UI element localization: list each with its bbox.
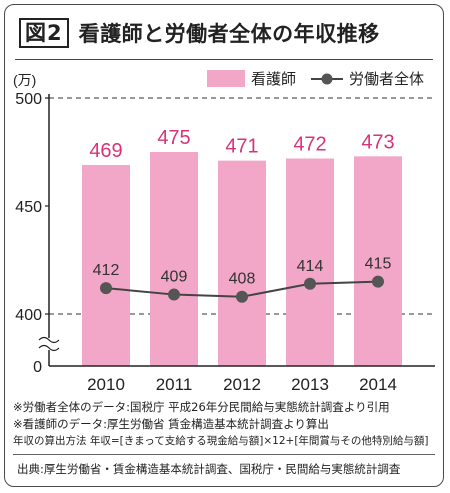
chart: 400 450 500 0 (万) 2010 2011 2012 2013 2014 469 475… — [13, 70, 435, 394]
source-divider — [13, 454, 435, 455]
note-line: 年収の算出方法 年収=[きまって支給する現金給与額]×12+[年間賞与その他特別… — [13, 435, 429, 447]
source-citation: 出典:厚生労働省・賃金構造基本統計調査、国税庁・民間給与実態統計調査 — [17, 462, 401, 476]
line-point — [236, 290, 248, 303]
bar — [82, 164, 130, 366]
axis-break-mark — [38, 344, 60, 352]
legend-bar-swatch — [207, 70, 245, 87]
figure-title: 看護師と労働者全体の年収推移 — [78, 22, 380, 46]
legend-line-label: 労働者全体 — [349, 70, 424, 88]
bar — [354, 156, 402, 366]
figure-frame: 図2 看護師と労働者全体の年収推移 400 450 500 0 (万) 2010 2011 2… — [4, 4, 444, 487]
x-tick-label: 2013 — [291, 375, 329, 394]
x-tick-label: 2014 — [359, 375, 397, 394]
line-point — [100, 282, 112, 295]
title-divider — [15, 59, 433, 60]
x-tick-label: 2011 — [156, 375, 193, 394]
y-baseline-label: 0 — [33, 359, 42, 376]
label-layer: 469 475 471 472 473 412 409 408 414 415 — [89, 127, 394, 288]
note-line: ※労働者全体のデータ:国税庁 平成26年分民間給与実態統計調査より引用 — [13, 400, 390, 414]
y-unit-label: (万) — [13, 72, 36, 88]
bar — [286, 158, 334, 366]
bar — [150, 152, 198, 366]
line-value-label: 415 — [365, 256, 392, 273]
y-tick-label: 500 — [15, 91, 42, 108]
chart-notes: ※労働者全体のデータ:国税庁 平成26年分民間給与実態統計調査より引用 ※看護師… — [13, 399, 437, 450]
bar-value-label: 472 — [293, 133, 326, 155]
legend-layer: 看護師 労働者全体 — [207, 70, 424, 88]
line-value-label: 408 — [229, 271, 256, 288]
figure-number-badge: 図2 — [19, 18, 69, 48]
legend-line-marker — [321, 73, 333, 85]
bar-value-label: 469 — [89, 140, 122, 162]
y-tick-label: 400 — [15, 307, 42, 324]
legend-bar-label: 看護師 — [251, 71, 296, 88]
line-point — [372, 275, 384, 288]
bar — [218, 160, 266, 366]
line-value-label: 414 — [297, 258, 324, 275]
axis-break-mark — [38, 336, 60, 344]
line-layer — [100, 275, 384, 303]
x-tick-label: 2010 — [87, 375, 125, 394]
bar-layer — [82, 152, 402, 366]
figure-header: 図2 看護師と労働者全体の年収推移 — [5, 5, 443, 61]
line-point — [168, 288, 180, 301]
line-value-label: 412 — [93, 262, 120, 279]
bar-value-label: 475 — [157, 127, 190, 149]
line-value-label: 409 — [161, 269, 188, 286]
axis-layer: 400 450 500 0 (万) 2010 2011 2012 2013 2014 — [13, 72, 435, 394]
bar-value-label: 473 — [361, 131, 394, 153]
line-point — [304, 277, 316, 290]
note-line: ※看護師のデータ:厚生労働省 賃金構造基本統計調査より算出 — [13, 417, 329, 431]
bar-value-label: 471 — [225, 136, 258, 158]
y-tick-label: 450 — [15, 199, 42, 216]
x-tick-label: 2012 — [223, 375, 261, 394]
